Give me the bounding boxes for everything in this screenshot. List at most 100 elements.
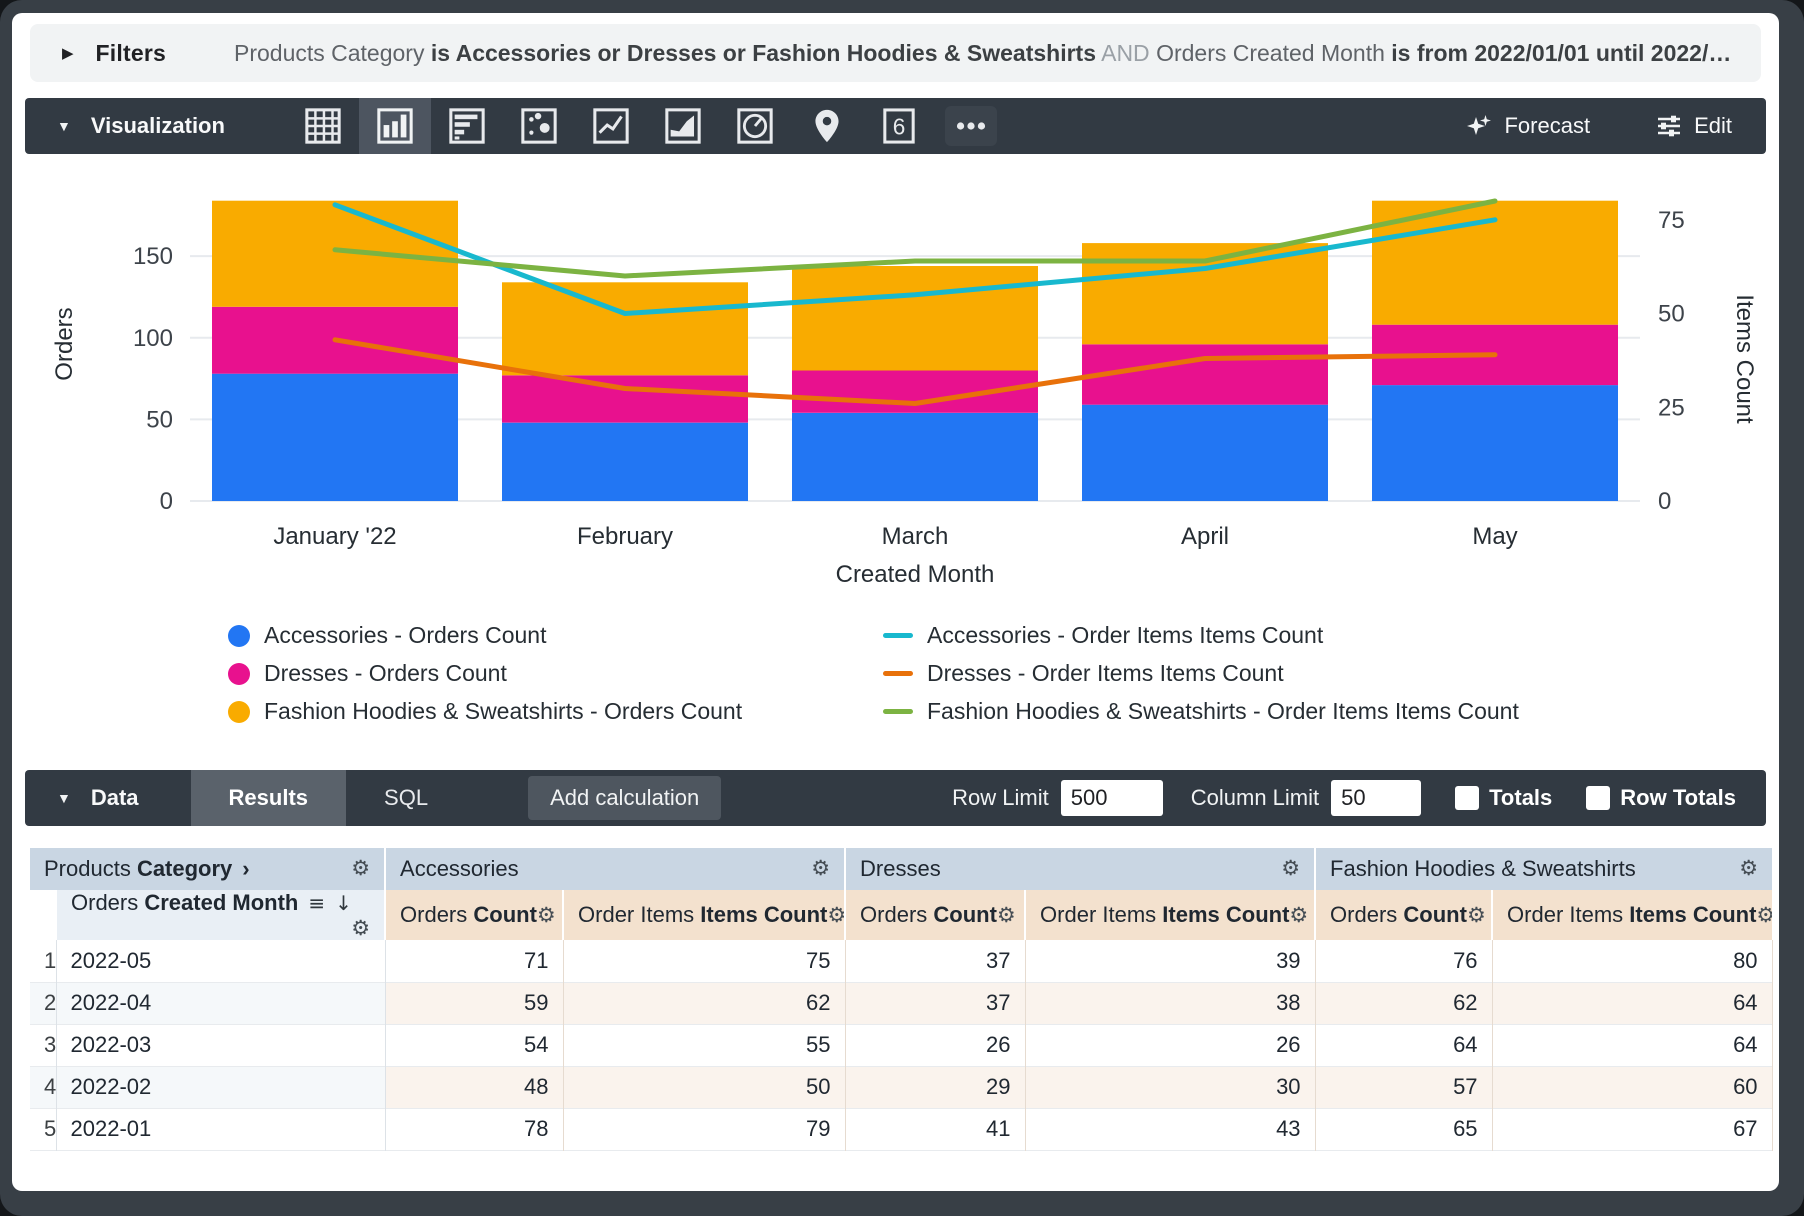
single-value-chart-icon[interactable]: 6 (863, 98, 935, 154)
month-cell[interactable]: 2022-03 (56, 1024, 386, 1066)
value-cell[interactable]: 54 (385, 1024, 564, 1066)
value-cell[interactable]: 64 (1492, 1024, 1773, 1066)
gear-icon[interactable]: ⚙ (351, 856, 371, 880)
value-cell[interactable]: 26 (1025, 1024, 1316, 1066)
legend-label: Accessories - Orders Count (264, 622, 547, 648)
gear-icon[interactable]: ⚙ (1281, 856, 1301, 880)
tab-sql[interactable]: SQL (384, 785, 429, 810)
column-chart-icon[interactable] (358, 98, 431, 154)
value-cell[interactable]: 75 (563, 940, 846, 982)
value-cell[interactable]: 64 (1492, 982, 1773, 1024)
value-cell[interactable]: 55 (563, 1024, 846, 1066)
value-cell[interactable]: 62 (1315, 982, 1493, 1024)
measure-header[interactable]: Orders Count⚙ (844, 890, 1026, 940)
totals-checkbox-group[interactable]: Totals (1455, 785, 1552, 811)
value-cell[interactable]: 60 (1492, 1066, 1773, 1108)
sort-desc-icon[interactable]: ↓ (335, 891, 352, 915)
filters-expand-icon[interactable]: ▶ (62, 45, 74, 62)
more-chart-icon[interactable] (935, 98, 1007, 154)
gear-icon[interactable]: ⚙ (1756, 903, 1772, 927)
value-cell[interactable]: 37 (845, 982, 1026, 1024)
subtotal-icon[interactable]: ≡ (308, 891, 326, 915)
row-totals-checkbox[interactable] (1586, 786, 1611, 810)
measure-header[interactable]: Order Items Items Count⚙ (1024, 890, 1316, 940)
value-cell[interactable]: 39 (1025, 940, 1316, 982)
value-cell[interactable]: 57 (1315, 1066, 1493, 1108)
legend-item[interactable]: Accessories - Orders Count (228, 622, 546, 649)
dimension-header[interactable]: Orders Created Month ≡ ↓ ⚙ (54, 890, 386, 940)
legend-item[interactable]: Fashion Hoodies & Sweatshirts - Orders C… (228, 698, 742, 725)
line-chart-icon[interactable] (575, 98, 647, 154)
value-cell[interactable]: 50 (563, 1066, 846, 1108)
pie-chart-icon[interactable] (719, 98, 791, 154)
forecast-button[interactable]: Forecast (1466, 113, 1590, 139)
filters-bar[interactable]: ▶ Filters Products Category is Accessori… (30, 24, 1761, 82)
month-cell[interactable]: 2022-04 (56, 982, 386, 1024)
value-cell[interactable]: 65 (1315, 1108, 1493, 1150)
gear-icon[interactable]: ⚙ (536, 903, 556, 927)
value-cell[interactable]: 78 (385, 1108, 564, 1150)
row-limit-input[interactable] (1060, 780, 1163, 816)
gear-icon[interactable]: ⚙ (1739, 856, 1759, 880)
value-cell[interactable]: 30 (1025, 1066, 1316, 1108)
value-cell[interactable]: 26 (845, 1024, 1026, 1066)
value-cell[interactable]: 67 (1492, 1108, 1773, 1150)
visualization-collapse-icon[interactable]: ▼ (57, 118, 71, 134)
totals-checkbox[interactable] (1455, 786, 1480, 810)
row-totals-checkbox-group[interactable]: Row Totals (1586, 785, 1736, 811)
group-header[interactable]: Dresses ⚙ (844, 848, 1316, 890)
measure-header[interactable]: Order Items Items Count⚙ (562, 890, 846, 940)
gear-icon[interactable]: ⚙ (351, 916, 371, 940)
legend-item[interactable]: Accessories - Order Items Items Count (883, 622, 1323, 649)
month-cell[interactable]: 2022-01 (56, 1108, 386, 1150)
group-header-products-category[interactable]: Products Category › ⚙ (30, 848, 386, 890)
table-row[interactable]: 2 2022-04 59 62 37 38 62 64 (30, 982, 1773, 1024)
gear-icon[interactable]: ⚙ (996, 903, 1016, 927)
area-chart-icon[interactable] (647, 98, 719, 154)
value-cell[interactable]: 76 (1315, 940, 1493, 982)
legend-item[interactable]: Dresses - Order Items Items Count (883, 660, 1284, 687)
legend-item[interactable]: Fashion Hoodies & Sweatshirts - Order It… (883, 698, 1519, 725)
value-cell[interactable]: 59 (385, 982, 564, 1024)
table-row[interactable]: 5 2022-01 78 79 41 43 65 67 (30, 1108, 1773, 1150)
data-collapse-icon[interactable]: ▼ (57, 790, 71, 806)
column-limit-input[interactable] (1331, 780, 1422, 816)
combo-chart[interactable]: 0 50 100 150 0 25 50 75 January '22 February March… (25, 154, 1766, 754)
add-calculation-button[interactable]: Add calculation (528, 776, 722, 820)
value-cell[interactable]: 71 (385, 940, 564, 982)
value-cell[interactable]: 48 (385, 1066, 564, 1108)
bar-chart-icon[interactable] (431, 98, 503, 154)
value-cell[interactable]: 62 (563, 982, 846, 1024)
scatter-chart-icon[interactable] (503, 98, 575, 154)
value-cell[interactable]: 41 (845, 1108, 1026, 1150)
visualization-title: Visualization (90, 113, 225, 138)
chart-canvas[interactable]: 0 50 100 150 0 25 50 75 January '22 February March… (25, 154, 1767, 622)
gear-icon[interactable]: ⚙ (827, 903, 846, 927)
chevron-right-icon[interactable]: › (242, 856, 250, 881)
table-chart-icon[interactable] (287, 98, 359, 154)
value-cell[interactable]: 38 (1025, 982, 1316, 1024)
value-cell[interactable]: 43 (1025, 1108, 1316, 1150)
table-row[interactable]: 3 2022-03 54 55 26 26 64 64 (30, 1024, 1773, 1066)
tab-results[interactable]: Results (190, 770, 347, 826)
month-cell[interactable]: 2022-02 (56, 1066, 386, 1108)
month-cell[interactable]: 2022-05 (56, 940, 386, 982)
value-cell[interactable]: 79 (563, 1108, 846, 1150)
value-cell[interactable]: 29 (845, 1066, 1026, 1108)
legend-item[interactable]: Dresses - Orders Count (228, 660, 507, 687)
value-cell[interactable]: 64 (1315, 1024, 1493, 1066)
table-row[interactable]: 4 2022-02 48 50 29 30 57 60 (30, 1066, 1773, 1108)
measure-header[interactable]: Orders Count⚙ (384, 890, 564, 940)
value-cell[interactable]: 37 (845, 940, 1026, 982)
map-chart-icon[interactable] (791, 98, 863, 154)
table-row[interactable]: 1 2022-05 71 75 37 39 76 80 (30, 940, 1773, 982)
gear-icon[interactable]: ⚙ (1466, 903, 1486, 927)
edit-button[interactable]: Edit (1656, 113, 1732, 139)
measure-header[interactable]: Order Items Items Count⚙ (1491, 890, 1773, 940)
value-cell[interactable]: 80 (1492, 940, 1773, 982)
measure-header[interactable]: Orders Count⚙ (1314, 890, 1493, 940)
gear-icon[interactable]: ⚙ (811, 856, 831, 880)
group-header[interactable]: Fashion Hoodies & Sweatshirts ⚙ (1314, 848, 1773, 890)
gear-icon[interactable]: ⚙ (1289, 903, 1309, 927)
group-header[interactable]: Accessories ⚙ (384, 848, 846, 890)
